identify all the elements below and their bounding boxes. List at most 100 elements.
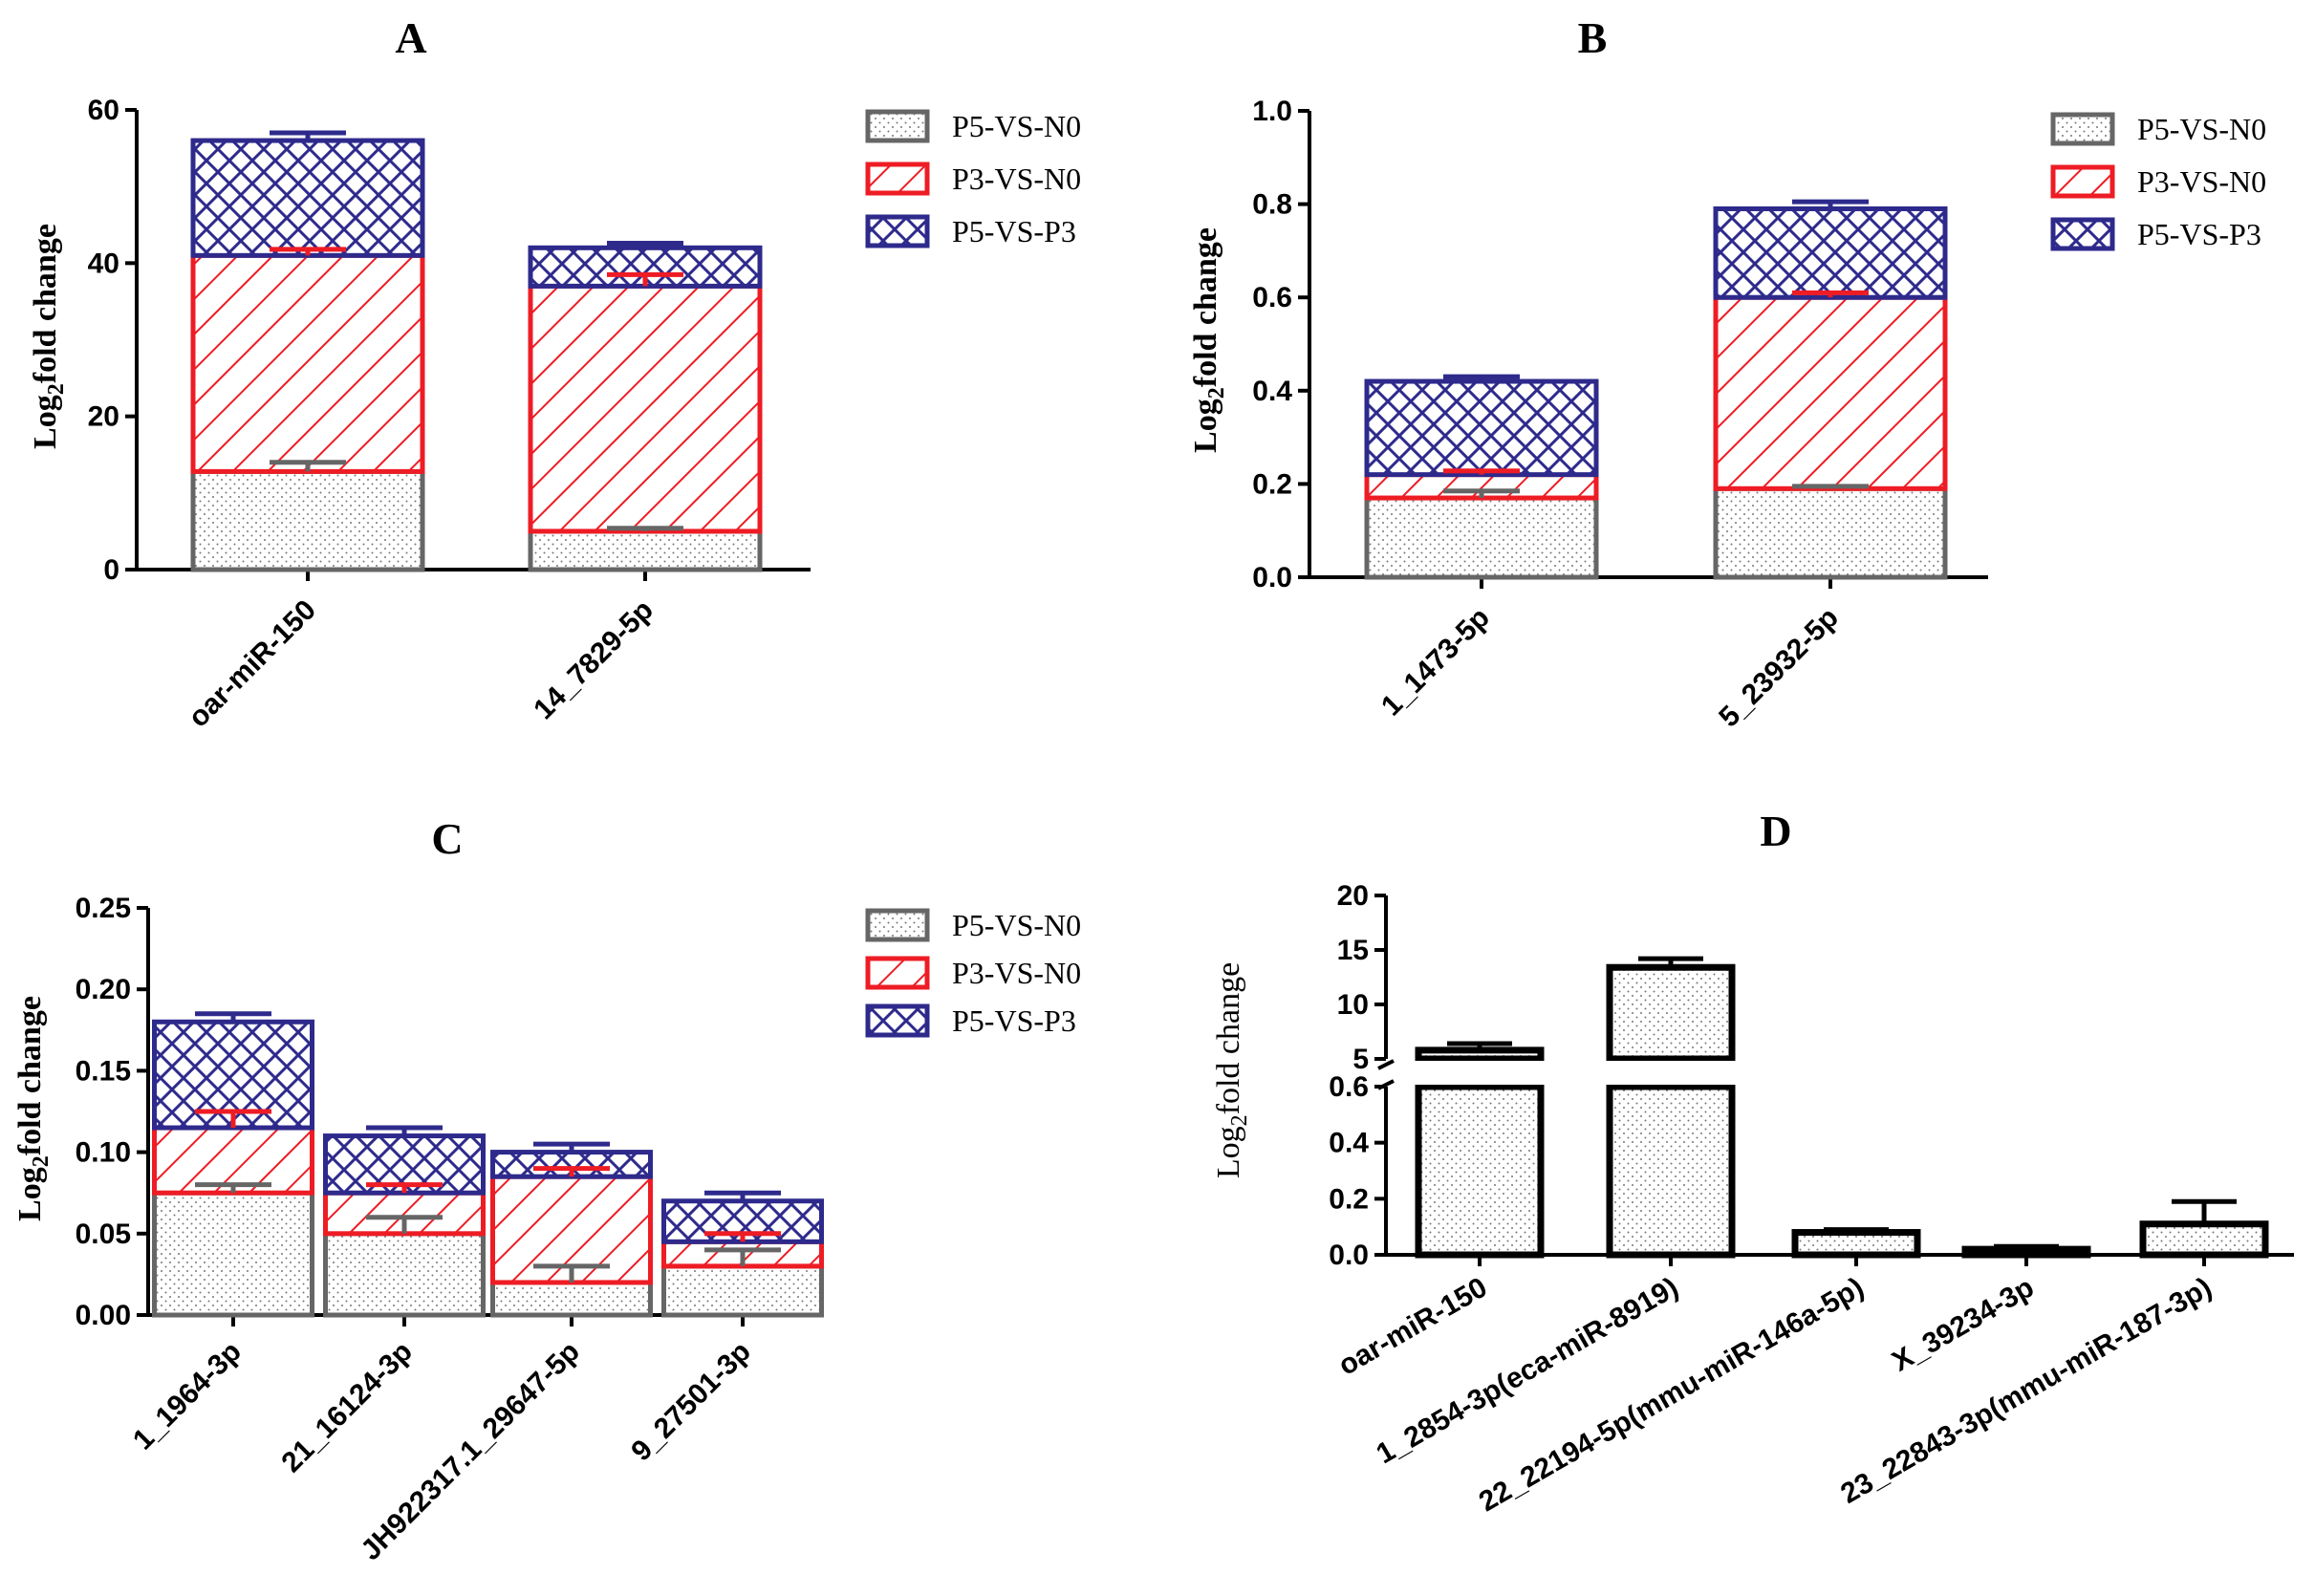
legend-label: P5-VS-N0 xyxy=(952,109,1081,143)
legend-swatch xyxy=(865,908,930,942)
x-tick-label: oar-miR-150 xyxy=(1333,1271,1493,1381)
bars xyxy=(190,130,763,572)
x-tick-label: 22_22194-5p(mmu-miR-146a-5p) xyxy=(1474,1271,1870,1518)
bar-segment xyxy=(528,528,763,572)
legend-swatch xyxy=(865,109,930,143)
legend-swatch xyxy=(865,1003,930,1038)
legend-swatch xyxy=(865,214,930,248)
legend: P5-VS-N0 P3-VS-N0 P5-VS-P3 xyxy=(865,908,1081,1038)
axis-break-gap xyxy=(1604,1061,1738,1085)
x-axis-labels: oar-miR-1501_2854-3p(eca-miR-8919)22_221… xyxy=(1333,1271,2218,1518)
legend-label: P5-VS-P3 xyxy=(952,214,1076,248)
bar-segment xyxy=(1713,485,1948,580)
y-tick-label: 15 xyxy=(1337,935,1369,966)
y-tick-label: 0.6 xyxy=(1329,1071,1369,1103)
bar xyxy=(1606,1083,1736,1259)
x-tick-label: oar-miR-150 xyxy=(183,594,322,734)
bars xyxy=(152,1011,824,1318)
legend-swatch xyxy=(865,956,930,990)
y-tick-label: 0.0 xyxy=(1252,562,1292,593)
bar-segment xyxy=(1713,294,1948,491)
panel-title: C xyxy=(431,814,463,863)
legend-label: P5-VS-N0 xyxy=(2137,112,2266,146)
y-tick-label: 0 xyxy=(103,554,119,586)
y-tick-label: 0.25 xyxy=(76,893,131,924)
y-axis-label: Log2fold change xyxy=(28,224,69,449)
legend-label: P3-VS-N0 xyxy=(2137,164,2266,199)
legend-swatch xyxy=(865,162,930,196)
x-tick-label: X_39234-3p xyxy=(1887,1271,2040,1377)
bars xyxy=(1413,956,2269,1259)
bar-segment xyxy=(528,283,763,534)
bars xyxy=(1364,199,1948,580)
bar-segment xyxy=(1713,205,1948,300)
panel-title: D xyxy=(1760,807,1791,855)
bar xyxy=(1415,1083,1545,1259)
bar xyxy=(1961,1245,2091,1259)
y-tick-label: 40 xyxy=(88,248,119,279)
bar-segment xyxy=(190,138,425,258)
panel-c: C Log2fold change 0.00 0.05 0.10 0.15 0.20 0.… xyxy=(12,814,1081,1566)
y-tick-label: 0.4 xyxy=(1252,376,1292,407)
legend-swatch xyxy=(2050,164,2115,199)
legend-label: P3-VS-N0 xyxy=(952,956,1081,990)
y-tick-label: 0.15 xyxy=(76,1055,131,1087)
bar-segment xyxy=(190,252,425,474)
bar-segment xyxy=(1364,495,1599,580)
panel-b: B Log2fold change 0.0 0.2 0.4 0.6 0.8 1.0 1_1… xyxy=(1188,13,2266,733)
bar-segment xyxy=(152,1125,314,1196)
bar-segment xyxy=(190,468,425,572)
y-tick-label: 0.00 xyxy=(76,1300,131,1331)
x-tick-label: 1_1473-5p xyxy=(1375,602,1496,723)
panel-title: A xyxy=(395,13,426,62)
y-tick-label: 0.2 xyxy=(1252,468,1292,500)
bar-segment xyxy=(1364,378,1599,478)
bar-segment xyxy=(490,1280,653,1318)
x-axis-labels: oar-miR-150 14_7829-5p xyxy=(183,594,660,734)
bar xyxy=(1791,1229,1921,1259)
x-tick-label: 1_2854-3p(eca-miR-8919) xyxy=(1371,1271,1683,1470)
bar xyxy=(2139,1220,2269,1259)
y-tick-label: 1.0 xyxy=(1252,96,1292,127)
y-tick-label: 0.10 xyxy=(76,1137,131,1169)
y-tick-label: 0.8 xyxy=(1252,189,1292,221)
y-tick-label: 0.20 xyxy=(76,974,131,1005)
bar xyxy=(1606,963,1736,1063)
legend-label: P3-VS-N0 xyxy=(952,162,1081,196)
x-tick-label: 23_22843-3p(mmu-miR-187-3p) xyxy=(1835,1271,2217,1510)
y-tick-label: 20 xyxy=(1337,880,1369,912)
legend-label: P5-VS-P3 xyxy=(2137,217,2261,251)
y-axis-label: Log2fold change xyxy=(1188,227,1229,453)
y-tick-label: 5 xyxy=(1352,1044,1369,1075)
y-tick-label: 60 xyxy=(88,95,119,126)
x-tick-label: 21_16124-3p xyxy=(275,1336,419,1479)
y-tick-label: 0.6 xyxy=(1252,282,1292,313)
y-tick-label: 0.05 xyxy=(76,1219,131,1250)
x-tick-label: 5_23932-5p xyxy=(1713,602,1845,734)
panel-a: A Log2fold change 0 20 40 60 oar-miR-150 14_… xyxy=(28,13,1081,734)
y-tick-label: 20 xyxy=(88,401,119,433)
legend: P5-VS-N0 P3-VS-N0 P5-VS-P3 xyxy=(865,109,1081,248)
y-axis-label: Log2fold change xyxy=(1211,962,1252,1178)
y-axis-label: Log2fold change xyxy=(12,996,54,1221)
x-tick-label: 1_1964-3p xyxy=(127,1336,248,1456)
panel-title: B xyxy=(1578,13,1608,62)
legend-swatch xyxy=(2050,217,2115,251)
legend: P5-VS-N0 P3-VS-N0 P5-VS-P3 xyxy=(2050,112,2266,251)
bar-segment xyxy=(661,1263,824,1318)
bar-segment xyxy=(152,1190,314,1318)
x-axis-labels: 1_1473-5p 5_23932-5p xyxy=(1375,602,1845,734)
panel-d: D Log2fold change 0.0 0.2 0.4 0.65 10 15 20 oa… xyxy=(1211,807,2294,1518)
axis-break-gap xyxy=(1413,1061,1547,1085)
bar-segment xyxy=(323,1231,486,1318)
legend-label: P5-VS-P3 xyxy=(952,1003,1076,1038)
bar xyxy=(1415,1046,1545,1063)
y-tick-label: 10 xyxy=(1337,989,1369,1021)
y-tick-label: 0.0 xyxy=(1329,1240,1369,1271)
y-tick-label: 0.2 xyxy=(1329,1183,1369,1215)
x-tick-label: 14_7829-5p xyxy=(528,594,660,726)
x-tick-label: 9_27501-3p xyxy=(625,1336,757,1468)
legend-label: P5-VS-N0 xyxy=(952,908,1081,942)
